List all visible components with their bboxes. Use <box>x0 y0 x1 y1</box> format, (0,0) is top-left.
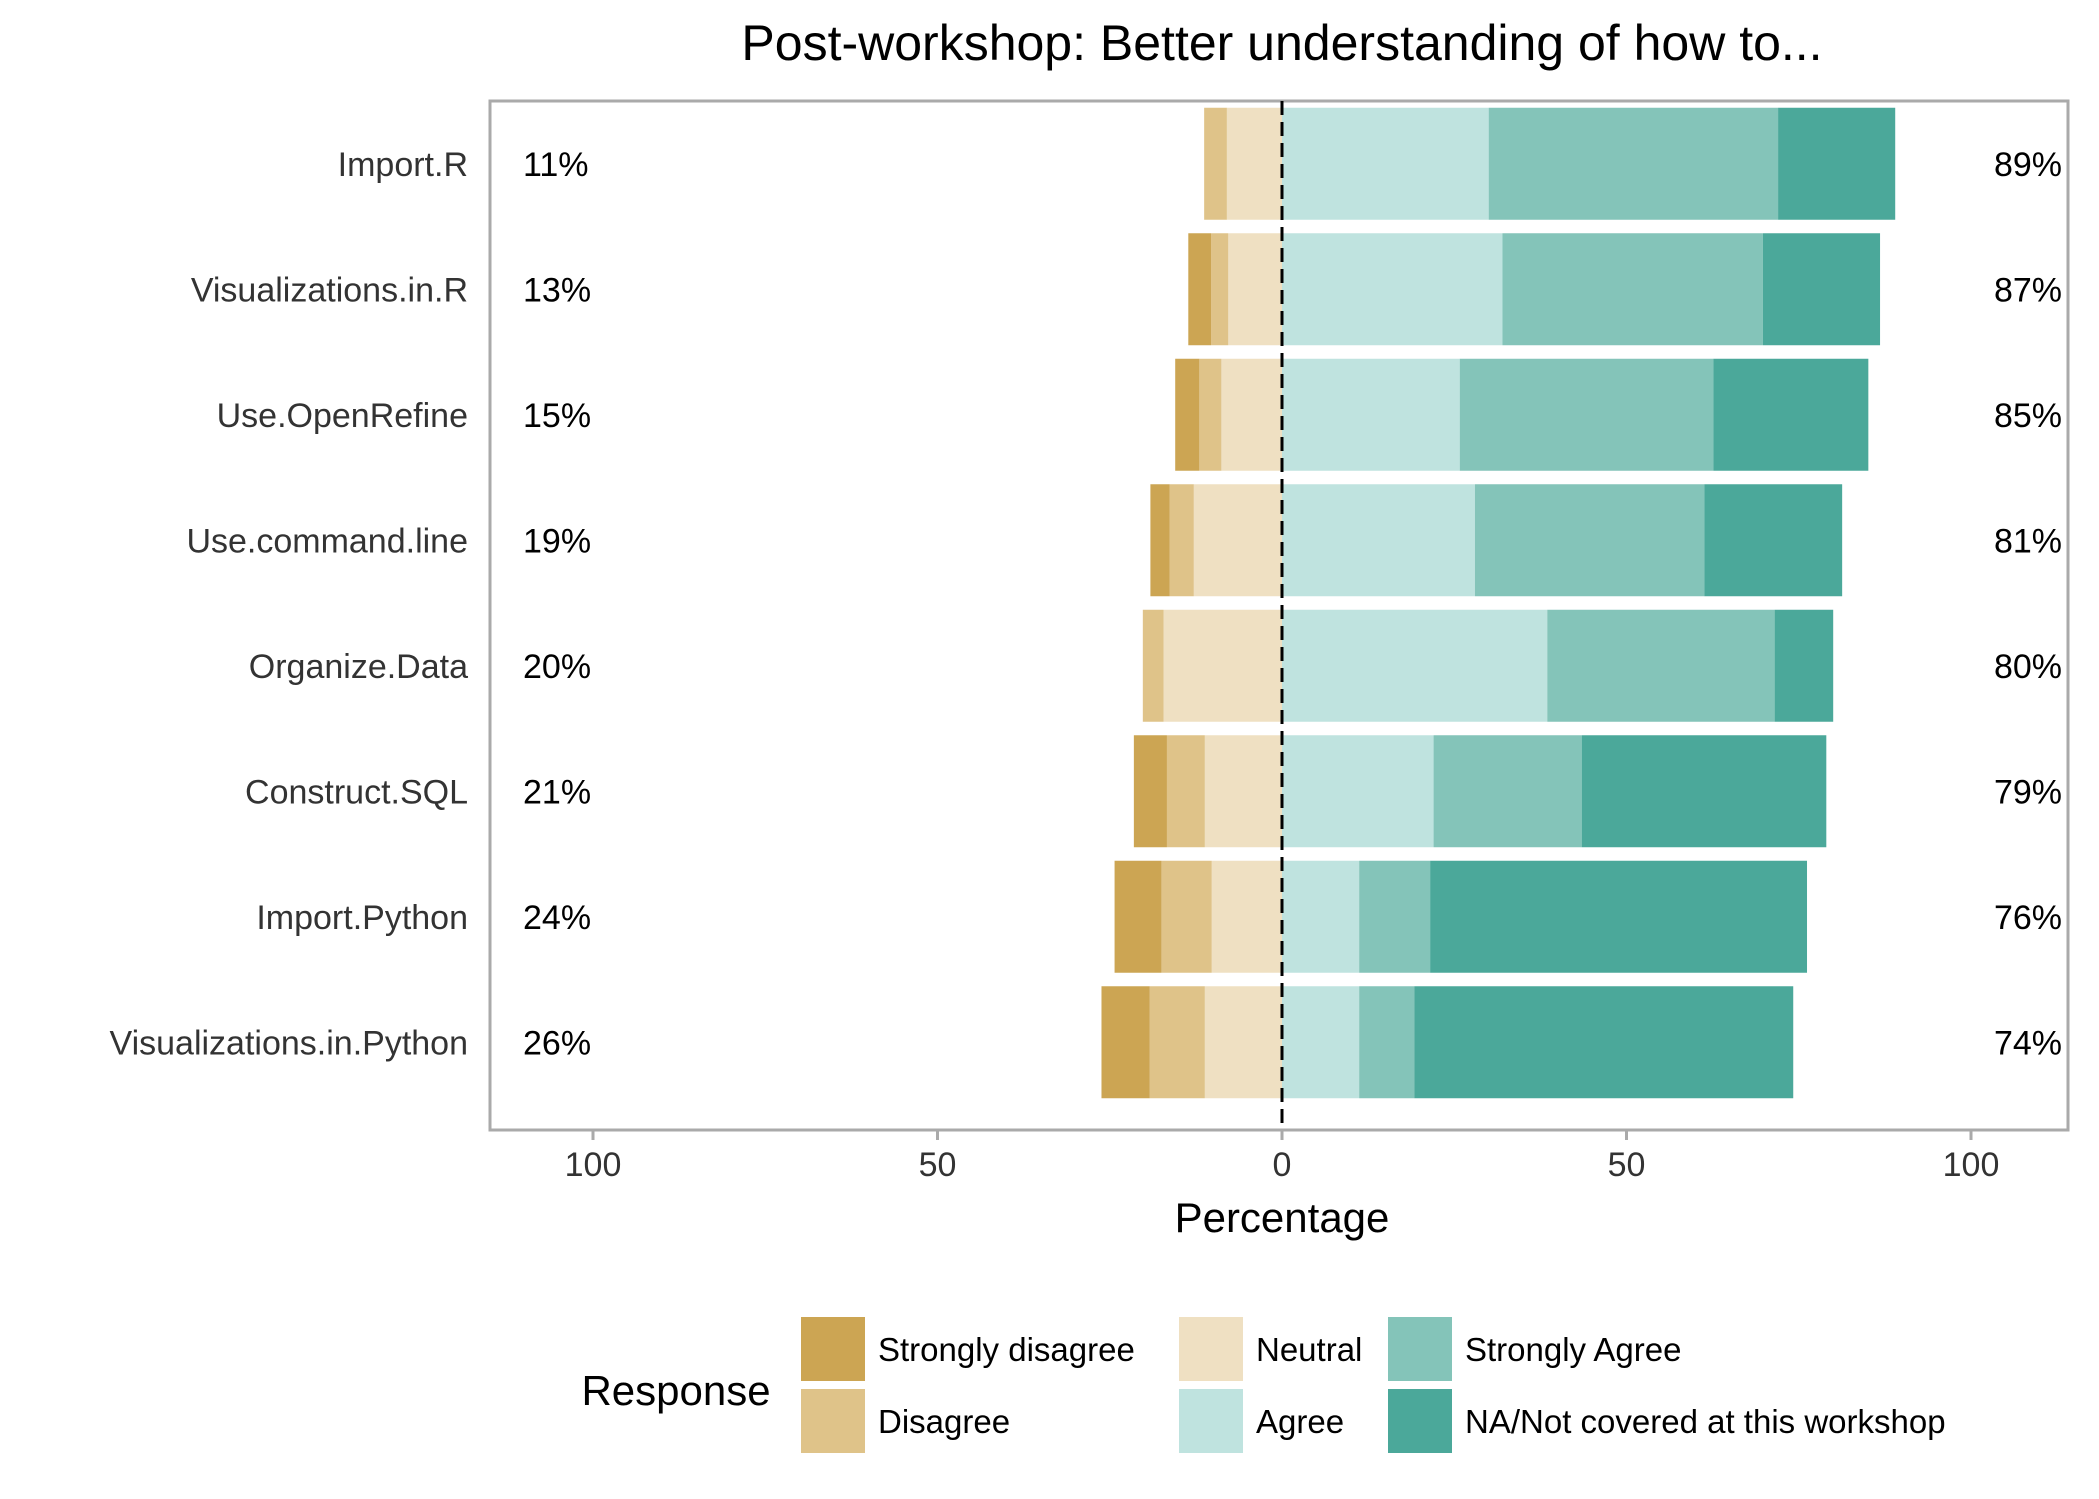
bar-use-command-line-agree <box>1282 484 1475 597</box>
bar-organize-data-neutral <box>1163 609 1282 722</box>
right-percent-label: 87% <box>1994 271 2062 309</box>
chart-title: Post-workshop: Better understanding of h… <box>741 15 1822 71</box>
bar-use-openrefine-neutral <box>1221 358 1282 471</box>
right-percent-label: 76% <box>1994 899 2062 937</box>
category-label: Use.OpenRefine <box>217 397 468 435</box>
category-label: Import.Python <box>256 899 468 937</box>
category-labels: Import.R Visualizations.in.R Use.OpenRefin… <box>110 146 469 1063</box>
legend-swatch-na-not-covered-at-this-workshop <box>1386 1387 1454 1455</box>
plot-panel <box>488 99 2070 1132</box>
category-label: Use.command.line <box>186 522 468 560</box>
legend-label-strongly-disagree: Strongly disagree <box>878 1331 1135 1368</box>
x-tick-label: 0 <box>1273 1146 1292 1184</box>
category-label: Organize.Data <box>249 648 468 686</box>
category-label: Construct.SQL <box>245 773 468 811</box>
right-percent-label: 79% <box>1994 773 2062 811</box>
legend-swatch-neutral <box>1177 1315 1245 1383</box>
bar-visualizations-in-r-disagree <box>1211 233 1229 346</box>
left-percent-label: 21% <box>523 773 591 811</box>
bar-organize-data-disagree <box>1142 609 1164 722</box>
x-tick-label: 100 <box>1943 1146 2000 1184</box>
left-percent-label: 11% <box>523 146 589 184</box>
bar-visualizations-in-python-na-not-covered-at-this-workshop <box>1414 986 1794 1099</box>
bar-import-python-na-not-covered-at-this-workshop <box>1430 860 1808 973</box>
bar-use-openrefine-disagree <box>1199 358 1222 471</box>
left-percent-labels: 11% 13% 15% 19% 20% 21% 24% 26% <box>523 146 591 1063</box>
bar-use-command-line-disagree <box>1169 484 1194 597</box>
right-percent-label: 74% <box>1994 1024 2062 1062</box>
bar-import-python-strongly-disagree <box>1114 860 1162 973</box>
legend: Strongly disagree Disagree Neutral Agree Str… <box>799 1315 1946 1455</box>
bar-use-command-line-strongly-agree <box>1474 484 1705 597</box>
left-percent-label: 15% <box>523 397 591 435</box>
left-percent-label: 20% <box>523 648 591 686</box>
right-percent-label: 85% <box>1994 397 2062 435</box>
bar-organize-data-strongly-agree <box>1547 609 1775 722</box>
bar-use-openrefine-strongly-agree <box>1459 358 1714 471</box>
category-label: Visualizations.in.R <box>191 271 468 309</box>
bar-use-command-line-strongly-disagree <box>1150 484 1170 597</box>
bars-layer <box>1101 107 1896 1099</box>
bar-use-command-line-neutral <box>1193 484 1282 597</box>
bar-visualizations-in-r-neutral <box>1228 233 1282 346</box>
bar-import-r-disagree <box>1204 107 1227 220</box>
bar-import-python-neutral <box>1211 860 1282 973</box>
left-percent-label: 19% <box>523 522 591 560</box>
bar-construct-sql-strongly-agree <box>1433 735 1582 848</box>
legend-swatch-strongly-agree <box>1386 1315 1454 1383</box>
bar-construct-sql-neutral <box>1204 735 1282 848</box>
bar-visualizations-in-python-agree <box>1282 986 1360 1099</box>
x-tick-label: 50 <box>1608 1146 1646 1184</box>
bar-visualizations-in-r-strongly-agree <box>1502 233 1763 346</box>
right-percent-label: 81% <box>1994 522 2062 560</box>
legend-swatch-disagree <box>799 1387 867 1455</box>
bar-visualizations-in-python-strongly-disagree <box>1101 986 1150 1099</box>
bar-organize-data-agree <box>1282 609 1548 722</box>
bar-use-openrefine-na-not-covered-at-this-workshop <box>1713 358 1869 471</box>
bar-import-python-agree <box>1282 860 1360 973</box>
bar-use-openrefine-agree <box>1282 358 1460 471</box>
x-axis: 100 50 0 50 100 <box>565 1130 2000 1184</box>
bar-import-r-agree <box>1282 107 1489 220</box>
bar-use-command-line-na-not-covered-at-this-workshop <box>1704 484 1843 597</box>
bar-import-r-strongly-agree <box>1488 107 1779 220</box>
bar-use-openrefine-strongly-disagree <box>1175 358 1200 471</box>
bar-visualizations-in-python-disagree <box>1149 986 1205 1099</box>
right-percent-labels: 89% 87% 85% 81% 80% 79% 76% 74% <box>1994 146 2062 1063</box>
bar-visualizations-in-r-strongly-disagree <box>1188 233 1212 346</box>
bar-import-python-strongly-agree <box>1359 860 1431 973</box>
bar-organize-data-na-not-covered-at-this-workshop <box>1774 609 1834 722</box>
right-percent-label: 80% <box>1994 648 2062 686</box>
x-axis-title: Percentage <box>1175 1194 1390 1241</box>
bar-import-r-na-not-covered-at-this-workshop <box>1778 107 1896 220</box>
bar-visualizations-in-python-neutral <box>1204 986 1282 1099</box>
legend-title: Response <box>581 1367 770 1414</box>
category-label: Import.R <box>338 146 468 184</box>
bar-construct-sql-strongly-disagree <box>1133 735 1167 848</box>
legend-swatch-strongly-disagree <box>799 1315 867 1383</box>
bar-import-r-neutral <box>1226 107 1282 220</box>
left-percent-label: 24% <box>523 899 591 937</box>
left-percent-label: 26% <box>523 1024 591 1062</box>
bar-visualizations-in-python-strongly-agree <box>1359 986 1415 1099</box>
legend-label-neutral: Neutral <box>1256 1331 1362 1368</box>
category-label: Visualizations.in.Python <box>110 1024 468 1062</box>
bar-construct-sql-agree <box>1282 735 1434 848</box>
legend-swatch-agree <box>1177 1387 1245 1455</box>
bar-construct-sql-disagree <box>1166 735 1205 848</box>
right-percent-label: 89% <box>1994 146 2062 184</box>
bar-import-python-disagree <box>1161 860 1212 973</box>
bar-construct-sql-na-not-covered-at-this-workshop <box>1581 735 1827 848</box>
bar-visualizations-in-r-na-not-covered-at-this-workshop <box>1762 233 1881 346</box>
legend-label-agree: Agree <box>1256 1403 1344 1440</box>
bar-visualizations-in-r-agree <box>1282 233 1503 346</box>
left-percent-label: 13% <box>523 271 591 309</box>
legend-label-strongly-agree: Strongly Agree <box>1465 1331 1681 1368</box>
x-tick-label: 100 <box>565 1146 622 1184</box>
legend-label-na-not-covered-at-this-workshop: NA/Not covered at this workshop <box>1465 1403 1946 1440</box>
x-tick-label: 50 <box>919 1146 957 1184</box>
legend-label-disagree: Disagree <box>878 1403 1010 1440</box>
